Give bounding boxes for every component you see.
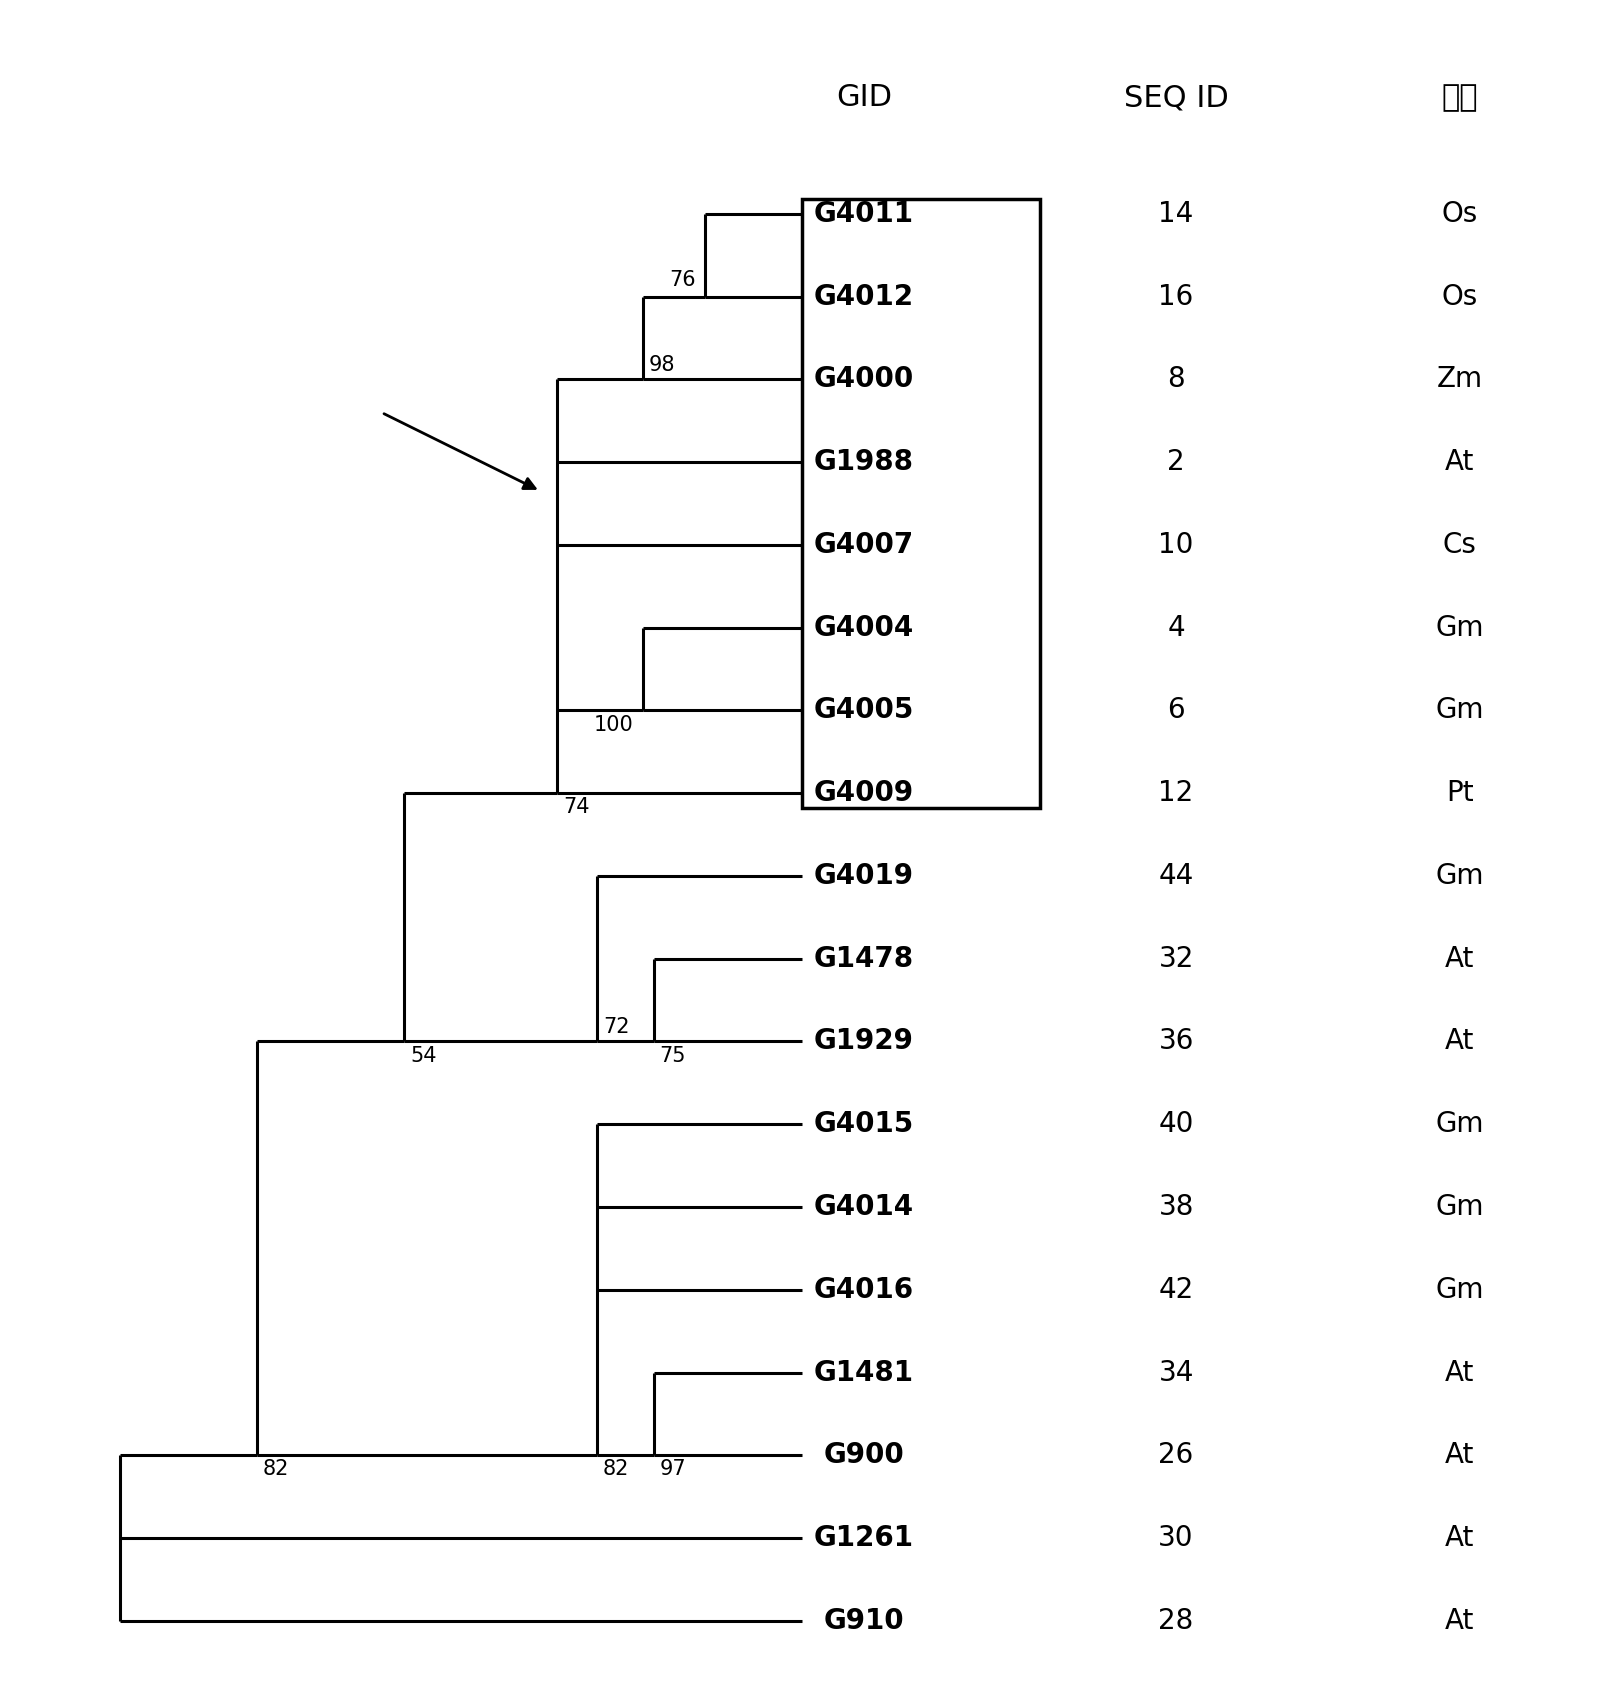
Text: 30: 30 (1159, 1525, 1194, 1552)
Text: 40: 40 (1159, 1110, 1194, 1138)
Text: 6: 6 (1167, 696, 1185, 725)
Text: G4009: G4009 (814, 779, 914, 808)
Text: G4014: G4014 (814, 1193, 914, 1221)
Text: G1929: G1929 (814, 1028, 914, 1055)
Text: 97: 97 (659, 1460, 686, 1479)
Text: 38: 38 (1159, 1193, 1194, 1221)
Text: 36: 36 (1159, 1028, 1194, 1055)
Text: Gm: Gm (1436, 613, 1484, 642)
Text: 82: 82 (263, 1460, 289, 1479)
Text: Gm: Gm (1436, 1193, 1484, 1221)
Text: G4012: G4012 (814, 283, 914, 310)
Text: 98: 98 (648, 356, 675, 376)
Text: Cs: Cs (1443, 530, 1476, 559)
Text: G900: G900 (824, 1442, 904, 1469)
Text: Gm: Gm (1436, 1110, 1484, 1138)
Text: At: At (1446, 1442, 1475, 1469)
Text: At: At (1446, 1028, 1475, 1055)
Text: 75: 75 (659, 1045, 686, 1066)
Text: G910: G910 (824, 1608, 904, 1635)
Text: 32: 32 (1159, 945, 1194, 972)
Text: G4015: G4015 (814, 1110, 914, 1138)
Text: Gm: Gm (1436, 696, 1484, 725)
Text: 28: 28 (1159, 1608, 1194, 1635)
Text: G4016: G4016 (814, 1276, 914, 1304)
Text: At: At (1446, 1608, 1475, 1635)
Text: At: At (1446, 1525, 1475, 1552)
Text: 物种: 物种 (1441, 83, 1478, 112)
Text: 8: 8 (1167, 366, 1185, 393)
Text: At: At (1446, 1359, 1475, 1387)
Text: 100: 100 (593, 715, 633, 735)
Text: 76: 76 (670, 269, 696, 290)
Text: 54: 54 (410, 1045, 436, 1066)
Text: 10: 10 (1159, 530, 1194, 559)
Text: 4: 4 (1167, 613, 1185, 642)
Text: G1478: G1478 (814, 945, 914, 972)
Text: G4007: G4007 (814, 530, 914, 559)
Text: 12: 12 (1159, 779, 1194, 808)
Text: 44: 44 (1159, 862, 1194, 889)
Text: G1261: G1261 (814, 1525, 914, 1552)
Text: Gm: Gm (1436, 1276, 1484, 1304)
Text: Gm: Gm (1436, 862, 1484, 889)
Text: 16: 16 (1159, 283, 1194, 310)
Text: Pt: Pt (1446, 779, 1473, 808)
Text: 72: 72 (603, 1018, 630, 1037)
Text: Os: Os (1441, 283, 1478, 310)
Text: 26: 26 (1159, 1442, 1194, 1469)
Text: G4000: G4000 (814, 366, 914, 393)
Text: 42: 42 (1159, 1276, 1194, 1304)
Text: G4011: G4011 (814, 200, 914, 229)
Text: 14: 14 (1159, 200, 1194, 229)
Text: 82: 82 (603, 1460, 630, 1479)
Text: At: At (1446, 449, 1475, 476)
Text: G4004: G4004 (814, 613, 914, 642)
Text: 2: 2 (1167, 449, 1185, 476)
Text: G1481: G1481 (814, 1359, 914, 1387)
Text: Os: Os (1441, 200, 1478, 229)
Text: 74: 74 (563, 798, 590, 817)
Text: GID: GID (835, 83, 891, 112)
Text: Zm: Zm (1436, 366, 1483, 393)
Text: SEQ ID: SEQ ID (1124, 83, 1228, 112)
Text: 34: 34 (1159, 1359, 1194, 1387)
Text: G4019: G4019 (814, 862, 914, 889)
Text: At: At (1446, 945, 1475, 972)
Text: G1988: G1988 (814, 449, 914, 476)
Text: G4005: G4005 (814, 696, 914, 725)
